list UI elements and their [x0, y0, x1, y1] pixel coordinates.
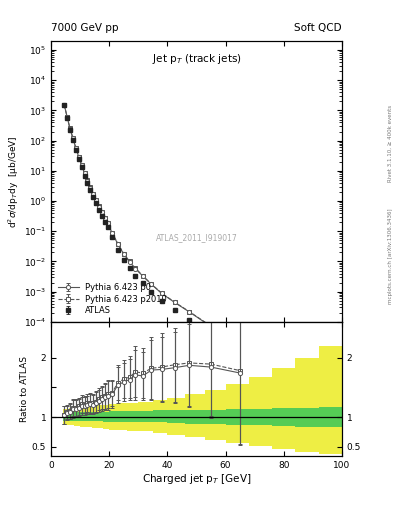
Bar: [109, 404, 118, 430]
Bar: [138, 402, 153, 431]
Bar: [185, 410, 205, 423]
Bar: [153, 400, 167, 433]
Bar: [109, 411, 118, 422]
Bar: [118, 403, 127, 430]
Text: Soft QCD: Soft QCD: [294, 23, 342, 33]
Bar: [103, 412, 109, 422]
Bar: [205, 390, 226, 440]
Bar: [296, 357, 319, 452]
Bar: [118, 411, 127, 422]
Y-axis label: d$^2\sigma$/dp$_{T}$dy  [μb/GeV]: d$^2\sigma$/dp$_{T}$dy [μb/GeV]: [7, 135, 21, 228]
Text: Rivet 3.1.10, ≥ 400k events: Rivet 3.1.10, ≥ 400k events: [388, 105, 393, 182]
Bar: [319, 346, 342, 454]
Bar: [127, 403, 138, 431]
Bar: [68, 412, 74, 421]
Bar: [68, 408, 74, 425]
Bar: [63, 413, 68, 421]
Text: mcplots.cern.ch [arXiv:1306.3436]: mcplots.cern.ch [arXiv:1306.3436]: [388, 208, 393, 304]
Bar: [205, 410, 226, 424]
Bar: [92, 412, 97, 421]
Bar: [86, 412, 92, 421]
Bar: [319, 407, 342, 427]
Bar: [86, 407, 92, 427]
Bar: [226, 385, 249, 442]
Bar: [272, 408, 296, 426]
Bar: [167, 398, 185, 435]
Bar: [185, 394, 205, 437]
Bar: [63, 409, 68, 425]
Text: 7000 GeV pp: 7000 GeV pp: [51, 23, 119, 33]
Bar: [103, 404, 109, 429]
Bar: [80, 407, 86, 426]
Bar: [167, 411, 185, 423]
Bar: [249, 377, 272, 445]
Bar: [296, 408, 319, 426]
Bar: [127, 411, 138, 422]
Text: ATLAS_2011_I919017: ATLAS_2011_I919017: [156, 233, 237, 242]
Bar: [249, 409, 272, 425]
Bar: [80, 412, 86, 421]
X-axis label: Charged jet p$_T$ [GeV]: Charged jet p$_T$ [GeV]: [142, 472, 251, 486]
Bar: [74, 408, 80, 426]
Text: Jet p$_T$ (track jets): Jet p$_T$ (track jets): [152, 52, 241, 66]
Bar: [74, 412, 80, 421]
Bar: [92, 406, 97, 428]
Bar: [97, 412, 103, 421]
Bar: [226, 409, 249, 425]
Legend: Pythia 6.423 p0, Pythia 6.423 p2010, ATLAS: Pythia 6.423 p0, Pythia 6.423 p2010, ATL…: [55, 281, 169, 318]
Bar: [138, 411, 153, 422]
Bar: [153, 411, 167, 422]
Bar: [272, 368, 296, 449]
Y-axis label: Ratio to ATLAS: Ratio to ATLAS: [20, 356, 29, 422]
Bar: [97, 405, 103, 429]
